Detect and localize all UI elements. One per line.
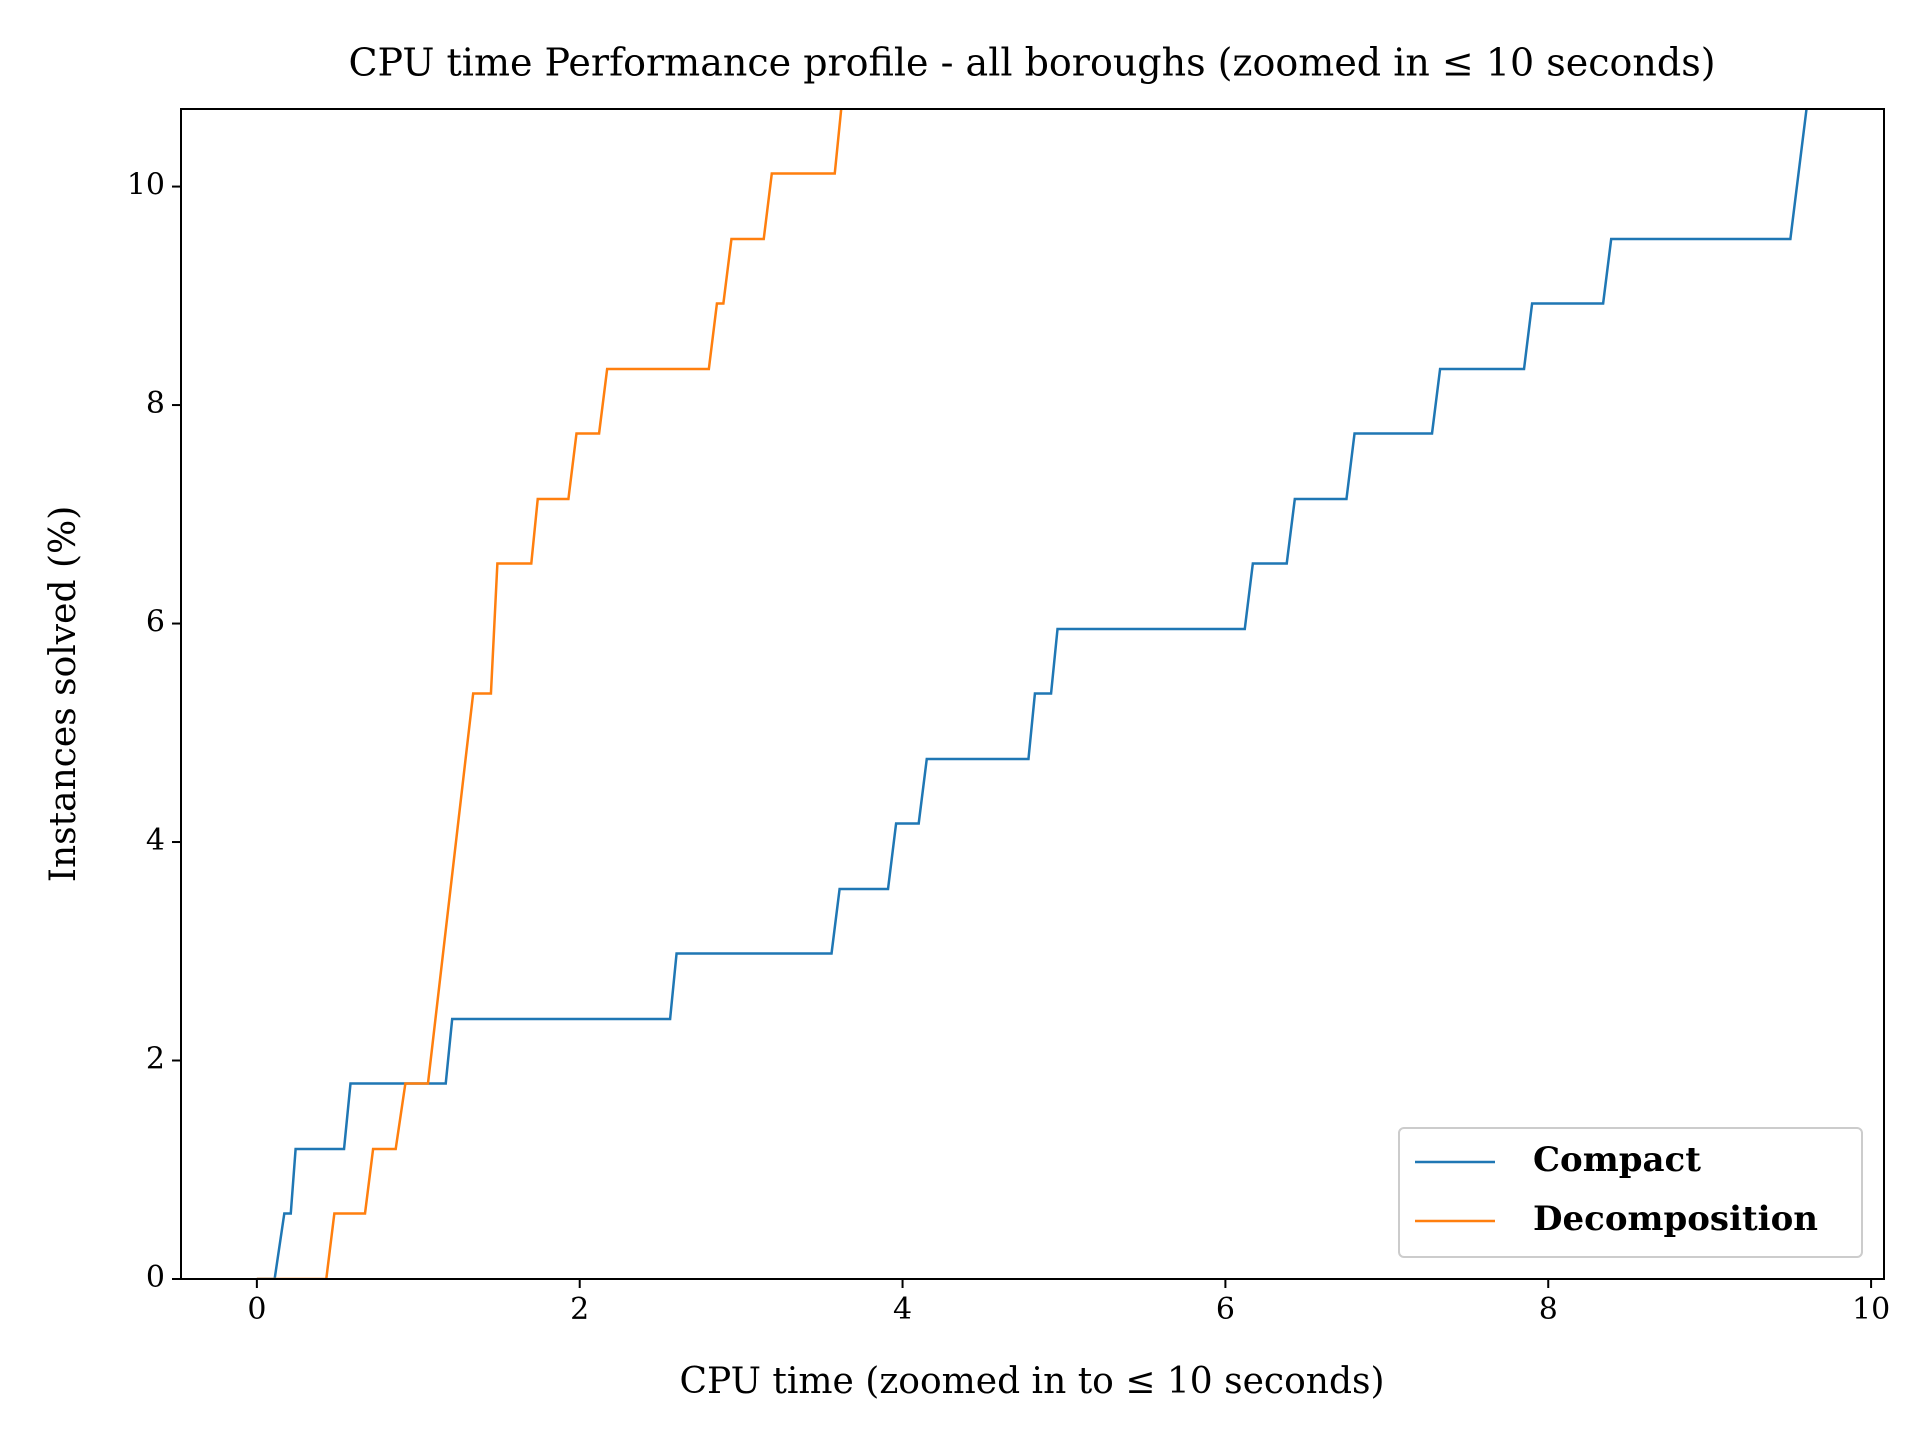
legend-label: Decomposition	[1533, 1199, 1818, 1239]
axes-frame	[180, 108, 1885, 1280]
y-tick-label: 2	[146, 1042, 165, 1077]
x-tick-label: 2	[570, 1292, 589, 1327]
plot-area	[256, 109, 1808, 1279]
x-tick-label: 8	[1539, 1292, 1558, 1327]
series-line	[256, 109, 1808, 1279]
y-tick-label: 10	[127, 168, 165, 203]
y-tick-label: 0	[146, 1260, 165, 1295]
x-tick-label: 4	[893, 1292, 912, 1327]
x-tick-label: 6	[1216, 1292, 1235, 1327]
legend-label: Compact	[1533, 1140, 1701, 1180]
x-tick-label: 0	[247, 1292, 266, 1327]
chart-title: CPU time Performance profile - all borou…	[348, 41, 1715, 85]
x-axis-label: CPU time (zoomed in to ≤ 10 seconds)	[679, 1361, 1384, 1402]
series-line	[256, 109, 843, 1279]
x-tick-label: 10	[1852, 1292, 1890, 1327]
legend-box	[1398, 1127, 1863, 1258]
y-tick-label: 6	[146, 605, 165, 640]
y-axis-label: Instances solved (%)	[43, 506, 84, 882]
y-tick-label: 4	[146, 823, 165, 858]
y-tick-label: 8	[146, 386, 165, 421]
